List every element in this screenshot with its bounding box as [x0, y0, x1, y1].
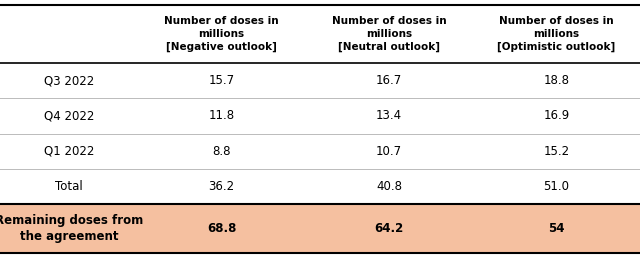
Text: 13.4: 13.4 — [376, 109, 402, 122]
Text: 16.9: 16.9 — [543, 109, 570, 122]
Text: Total: Total — [55, 180, 83, 193]
Text: Q4 2022: Q4 2022 — [44, 109, 94, 122]
Text: Remaining doses from
the agreement: Remaining doses from the agreement — [0, 214, 143, 243]
Text: 54: 54 — [548, 222, 564, 235]
Text: 11.8: 11.8 — [209, 109, 234, 122]
Text: Number of doses in
millions
[Negative outlook]: Number of doses in millions [Negative ou… — [164, 17, 279, 52]
Text: Q3 2022: Q3 2022 — [44, 74, 94, 87]
Text: 51.0: 51.0 — [543, 180, 570, 193]
Text: 10.7: 10.7 — [376, 145, 402, 158]
Text: 15.2: 15.2 — [543, 145, 570, 158]
Text: 8.8: 8.8 — [212, 145, 230, 158]
Text: 40.8: 40.8 — [376, 180, 402, 193]
Text: 18.8: 18.8 — [543, 74, 570, 87]
Text: 64.2: 64.2 — [374, 222, 404, 235]
Text: Number of doses in
millions
[Optimistic outlook]: Number of doses in millions [Optimistic … — [497, 17, 616, 52]
Text: Q1 2022: Q1 2022 — [44, 145, 94, 158]
Text: Number of doses in
millions
[Neutral outlook]: Number of doses in millions [Neutral out… — [332, 17, 447, 52]
Text: 36.2: 36.2 — [209, 180, 234, 193]
Text: 16.7: 16.7 — [376, 74, 403, 87]
Text: 68.8: 68.8 — [207, 222, 236, 235]
Text: 15.7: 15.7 — [209, 74, 234, 87]
FancyBboxPatch shape — [0, 204, 640, 253]
